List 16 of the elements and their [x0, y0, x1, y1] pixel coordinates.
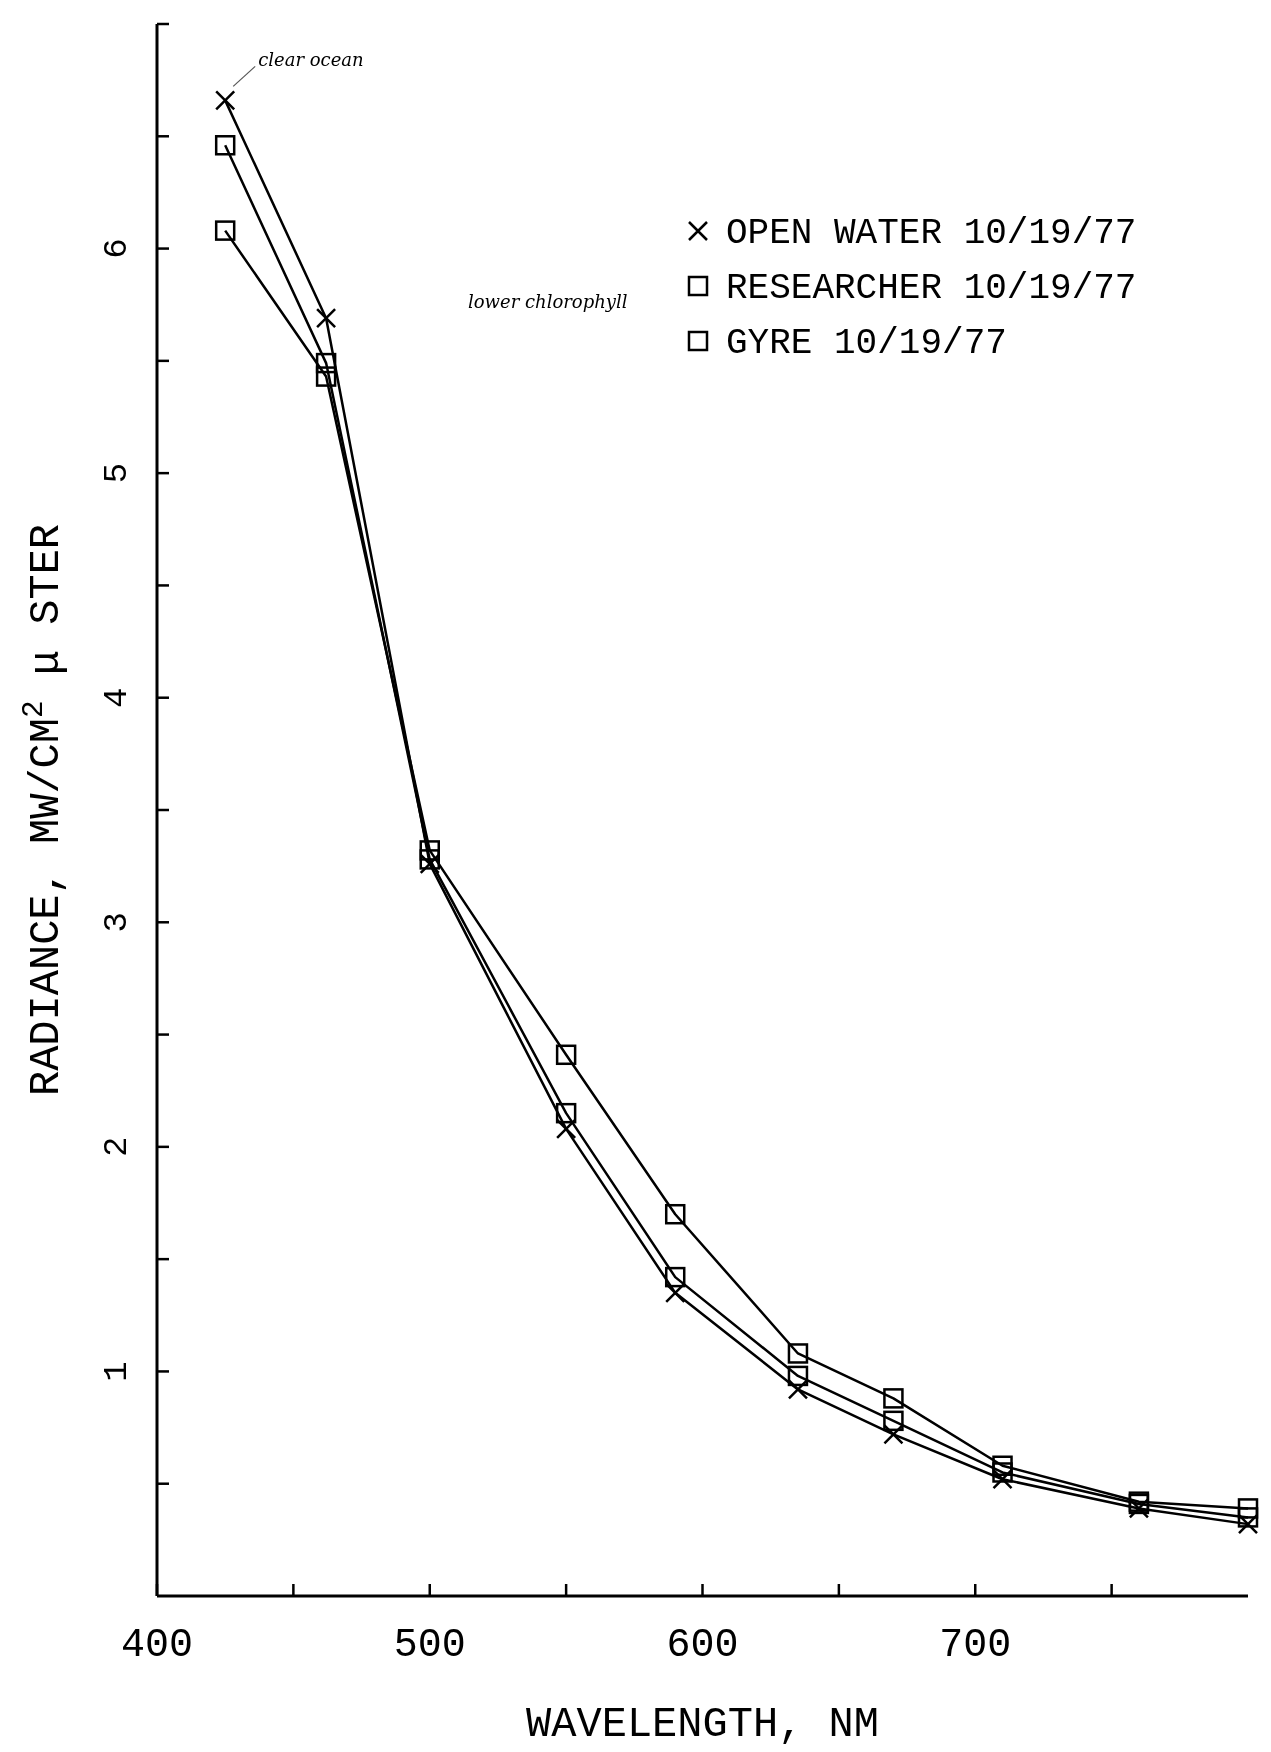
y-tick-label: 1 [98, 1361, 136, 1382]
x-tick-label: 700 [939, 1623, 1012, 1668]
y-tick-label: 2 [98, 1136, 136, 1158]
legend-label: OPEN WATER 10/19/77 [726, 213, 1137, 254]
x-tick-label: 600 [666, 1623, 739, 1668]
annotation: lower chlorophyll [468, 291, 628, 312]
annotation: clear ocean [258, 49, 364, 71]
y-tick-label: 6 [98, 238, 136, 259]
y-tick-label: 4 [98, 687, 136, 708]
x-axis-title: WAVELENGTH, NM [526, 1701, 879, 1749]
legend-label: RESEARCHER 10/19/77 [726, 268, 1137, 309]
x-tick-label: 500 [393, 1623, 466, 1668]
x-tick-label: 400 [120, 1623, 194, 1668]
y-tick-label: 3 [98, 912, 136, 933]
legend-label: GYRE 10/19/77 [726, 323, 1007, 364]
y-tick-label: 5 [98, 462, 136, 484]
